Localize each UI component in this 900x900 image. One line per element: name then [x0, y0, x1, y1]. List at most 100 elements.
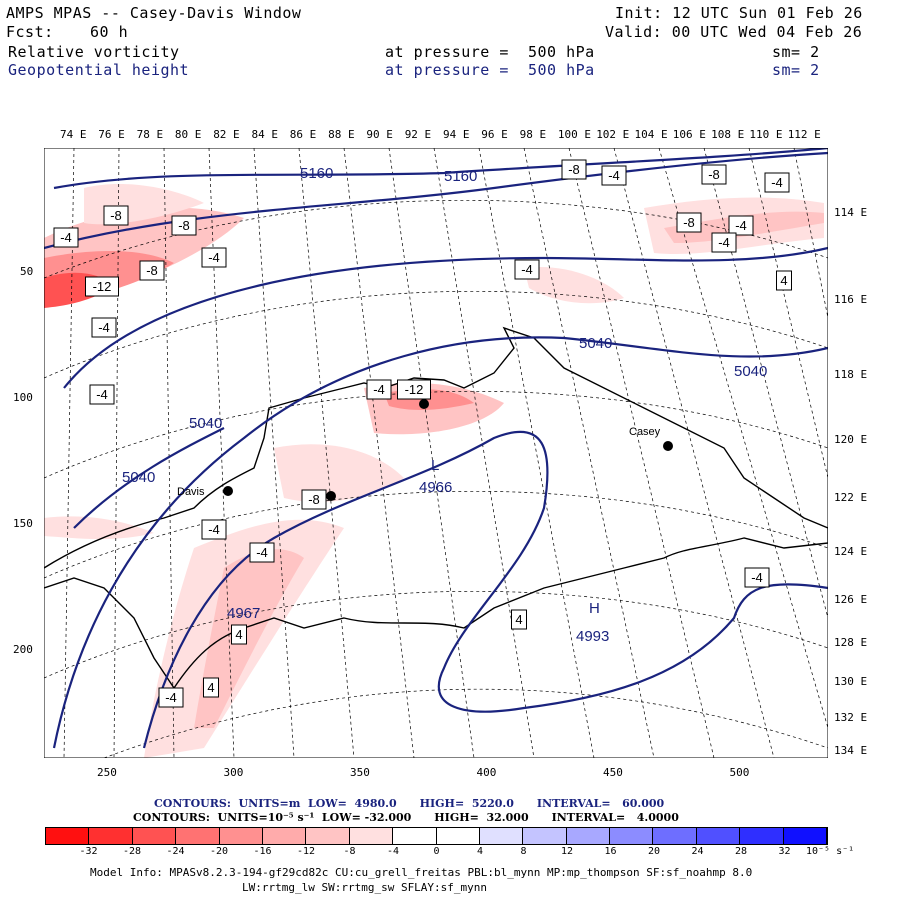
- top-tick-label: 78 E: [136, 128, 164, 141]
- right-tick-label: 114 E: [834, 206, 868, 219]
- vorticity-labels: -8-8-4-4-12-8-4-44-4-8 -4-12-4-8-4-444-4-…: [53, 159, 792, 708]
- right-tick-label: 128 E: [834, 636, 868, 649]
- vorticity-label: -8: [683, 215, 695, 230]
- top-tick-label: 106 E: [672, 128, 706, 141]
- vorticity-label-box: [203, 677, 219, 698]
- station-casey-label: Casey: [629, 426, 661, 438]
- vorticity-label-box: [103, 205, 129, 226]
- vorticity-label: -8: [146, 263, 158, 278]
- vorticity-label: -8: [708, 167, 720, 182]
- colorbar-tick-label: 8: [520, 846, 527, 857]
- vorticity-label: -4: [96, 387, 108, 402]
- vorticity-label-box: [139, 260, 165, 281]
- vorticity-label-box: [776, 270, 792, 291]
- height-label: 4993: [576, 628, 609, 645]
- vorticity-label: 4: [207, 680, 214, 695]
- colorbar-swatch: [479, 828, 524, 844]
- vorticity-label-box: [514, 259, 540, 280]
- vorticity-label: -4: [751, 570, 763, 585]
- forecast-hour: 60 h: [90, 23, 129, 41]
- top-tick-label: 88 E: [328, 128, 355, 141]
- top-tick-label: 76 E: [98, 128, 125, 141]
- vorticity-contour-info: CONTOURS: UNITS=10⁻⁵ s⁻¹ LOW= -32.000 HI…: [133, 811, 679, 824]
- top-tick-label: 110 E: [749, 128, 783, 141]
- vorticity-label-box: [561, 159, 587, 180]
- field2-name: Geopotential height: [8, 61, 190, 79]
- top-tick-label: 94 E: [443, 128, 470, 141]
- vorticity-label: -4: [208, 250, 220, 265]
- vorticity-label-box: [711, 232, 737, 253]
- colorbar: [45, 827, 828, 845]
- vorticity-label-box: [89, 384, 115, 405]
- colorbar-swatch: [219, 828, 263, 844]
- vorticity-label-box: [601, 165, 627, 186]
- vorticity-label: -4: [165, 690, 177, 705]
- colorbar-tick-label: 24: [691, 846, 704, 857]
- colorbar-tick-label: -16: [253, 846, 272, 857]
- station-casey-marker: [663, 441, 673, 451]
- colorbar-swatch: [89, 828, 133, 844]
- field2-smoothing: sm= 2: [772, 61, 820, 79]
- height-label: 5040: [122, 469, 155, 486]
- vorticity-label: -4: [373, 382, 385, 397]
- vorticity-label-box: [91, 317, 117, 338]
- vorticity-label-box: [764, 172, 790, 193]
- colorbar-tick-label: -28: [122, 846, 142, 857]
- colorbar-swatch: [566, 828, 611, 844]
- forecast-label: Fcst:: [6, 23, 54, 41]
- right-tick-label: 116 E: [834, 293, 868, 306]
- vorticity-label-box: [701, 164, 727, 185]
- top-tick-label: 92 E: [404, 128, 432, 141]
- left-tick-label: 50: [20, 265, 34, 278]
- colorbar-swatch: [523, 828, 567, 844]
- top-tick-label: 112 E: [787, 128, 821, 141]
- field1-level: at pressure = 500 hPa: [385, 43, 595, 61]
- init-time: Init: 12 UTC Sun 01 Feb 26: [615, 4, 863, 22]
- height-label: 4967: [227, 605, 260, 622]
- vorticity-label-box: [231, 624, 247, 645]
- vorticity-label: -8: [308, 492, 320, 507]
- top-tick-label: 82 E: [213, 128, 240, 141]
- high-pressure-marker: H: [589, 600, 600, 617]
- vorticity-label: -4: [771, 175, 783, 190]
- top-tick-label: 102 E: [596, 128, 630, 141]
- low-pressure-marker: L: [431, 457, 439, 474]
- vorticity-label: 4: [235, 627, 242, 642]
- vorticity-label-box: [249, 542, 275, 563]
- height-label: 5160: [300, 165, 333, 182]
- right-tick-label: 134 E: [834, 744, 868, 757]
- colorbar-swatch: [46, 828, 90, 844]
- colorbar-swatch: [132, 828, 177, 844]
- colorbar-tick-label: -4: [386, 846, 400, 857]
- right-tick-label: 132 E: [834, 711, 868, 724]
- valid-time: Valid: 00 UTC Wed 04 Feb 26: [605, 23, 863, 41]
- vorticity-label: 4: [515, 612, 522, 627]
- vorticity-label-box: [728, 215, 754, 236]
- station-davis-marker: [223, 486, 233, 496]
- graticule: [44, 148, 828, 758]
- vorticity-label: -12: [93, 279, 112, 294]
- bottom-tick-label: 250: [97, 766, 117, 779]
- field1-name: Relative vorticity: [8, 43, 180, 61]
- vorticity-label: -8: [568, 162, 580, 177]
- right-tick-label: 120 E: [834, 433, 868, 446]
- left-tick-label: 150: [13, 517, 33, 530]
- bottom-tick-label: 450: [603, 766, 623, 779]
- vorticity-label-box: [201, 519, 227, 540]
- top-tick-label: 86 E: [289, 128, 317, 141]
- left-tick-label: 200: [13, 643, 33, 656]
- vorticity-label: -4: [735, 218, 747, 233]
- vorticity-label-box: [201, 247, 227, 268]
- vorticity-label: -4: [60, 230, 72, 245]
- colorbar-tick-label: 12: [560, 846, 574, 857]
- top-tick-label: 90 E: [366, 128, 393, 141]
- colorbar-tick-label: 16: [604, 846, 617, 857]
- vorticity-label: -8: [110, 208, 122, 223]
- colorbar-tick-label: 0: [433, 846, 440, 857]
- colorbar-tick-label: -32: [79, 846, 98, 857]
- left-tick-label: 100: [13, 391, 33, 404]
- vorticity-label-box: [301, 489, 327, 510]
- station-marker: [326, 491, 336, 501]
- vorticity-label: -4: [608, 168, 620, 183]
- right-tick-label: 130 E: [834, 675, 868, 688]
